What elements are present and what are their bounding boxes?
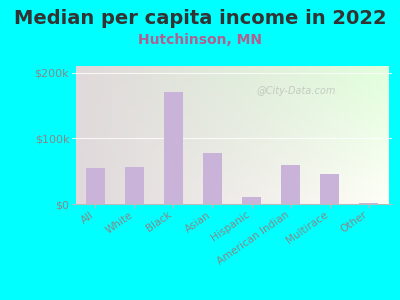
Bar bbox=[242, 197, 261, 204]
Text: Hutchinson, MN: Hutchinson, MN bbox=[138, 34, 262, 47]
Bar bbox=[281, 165, 300, 204]
Text: @City-Data.com: @City-Data.com bbox=[256, 86, 336, 96]
Bar bbox=[125, 167, 144, 204]
Text: Median per capita income in 2022: Median per capita income in 2022 bbox=[14, 8, 386, 28]
Bar bbox=[203, 153, 222, 204]
Bar bbox=[164, 92, 183, 204]
Bar bbox=[86, 168, 105, 204]
Bar bbox=[320, 174, 339, 204]
Bar bbox=[359, 203, 378, 204]
